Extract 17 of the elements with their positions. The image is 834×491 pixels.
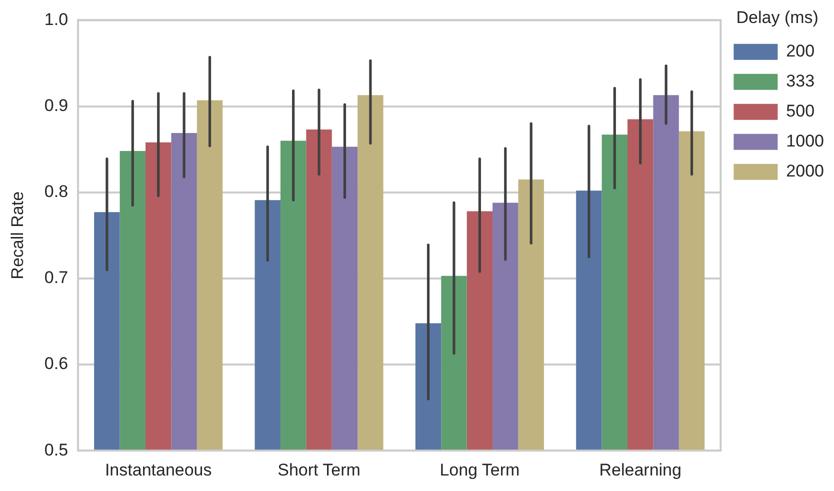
y-tick-label: 0.6 [44,354,68,374]
legend-label: 1000 [786,132,824,151]
y-tick-label: 0.8 [44,182,68,202]
legend-label: 500 [786,102,815,121]
x-tick-label: Relearning [599,460,682,480]
legend-title: Delay (ms) [736,8,818,28]
legend-label: 200 [786,42,815,61]
x-tick-label: Short Term [278,460,360,480]
legend-label: 333 [786,72,815,91]
y-tick-label: 0.5 [44,440,68,460]
y-axis-title: Recall Rate [8,191,27,280]
y-tick-label: 1.0 [44,10,68,29]
y-tick-label: 0.9 [44,96,68,115]
legend-label: 2000 [786,162,824,181]
x-tick-label: Instantaneous [104,460,212,480]
y-tick-label: 0.7 [44,268,68,288]
x-tick-label: Long Term [440,460,520,480]
